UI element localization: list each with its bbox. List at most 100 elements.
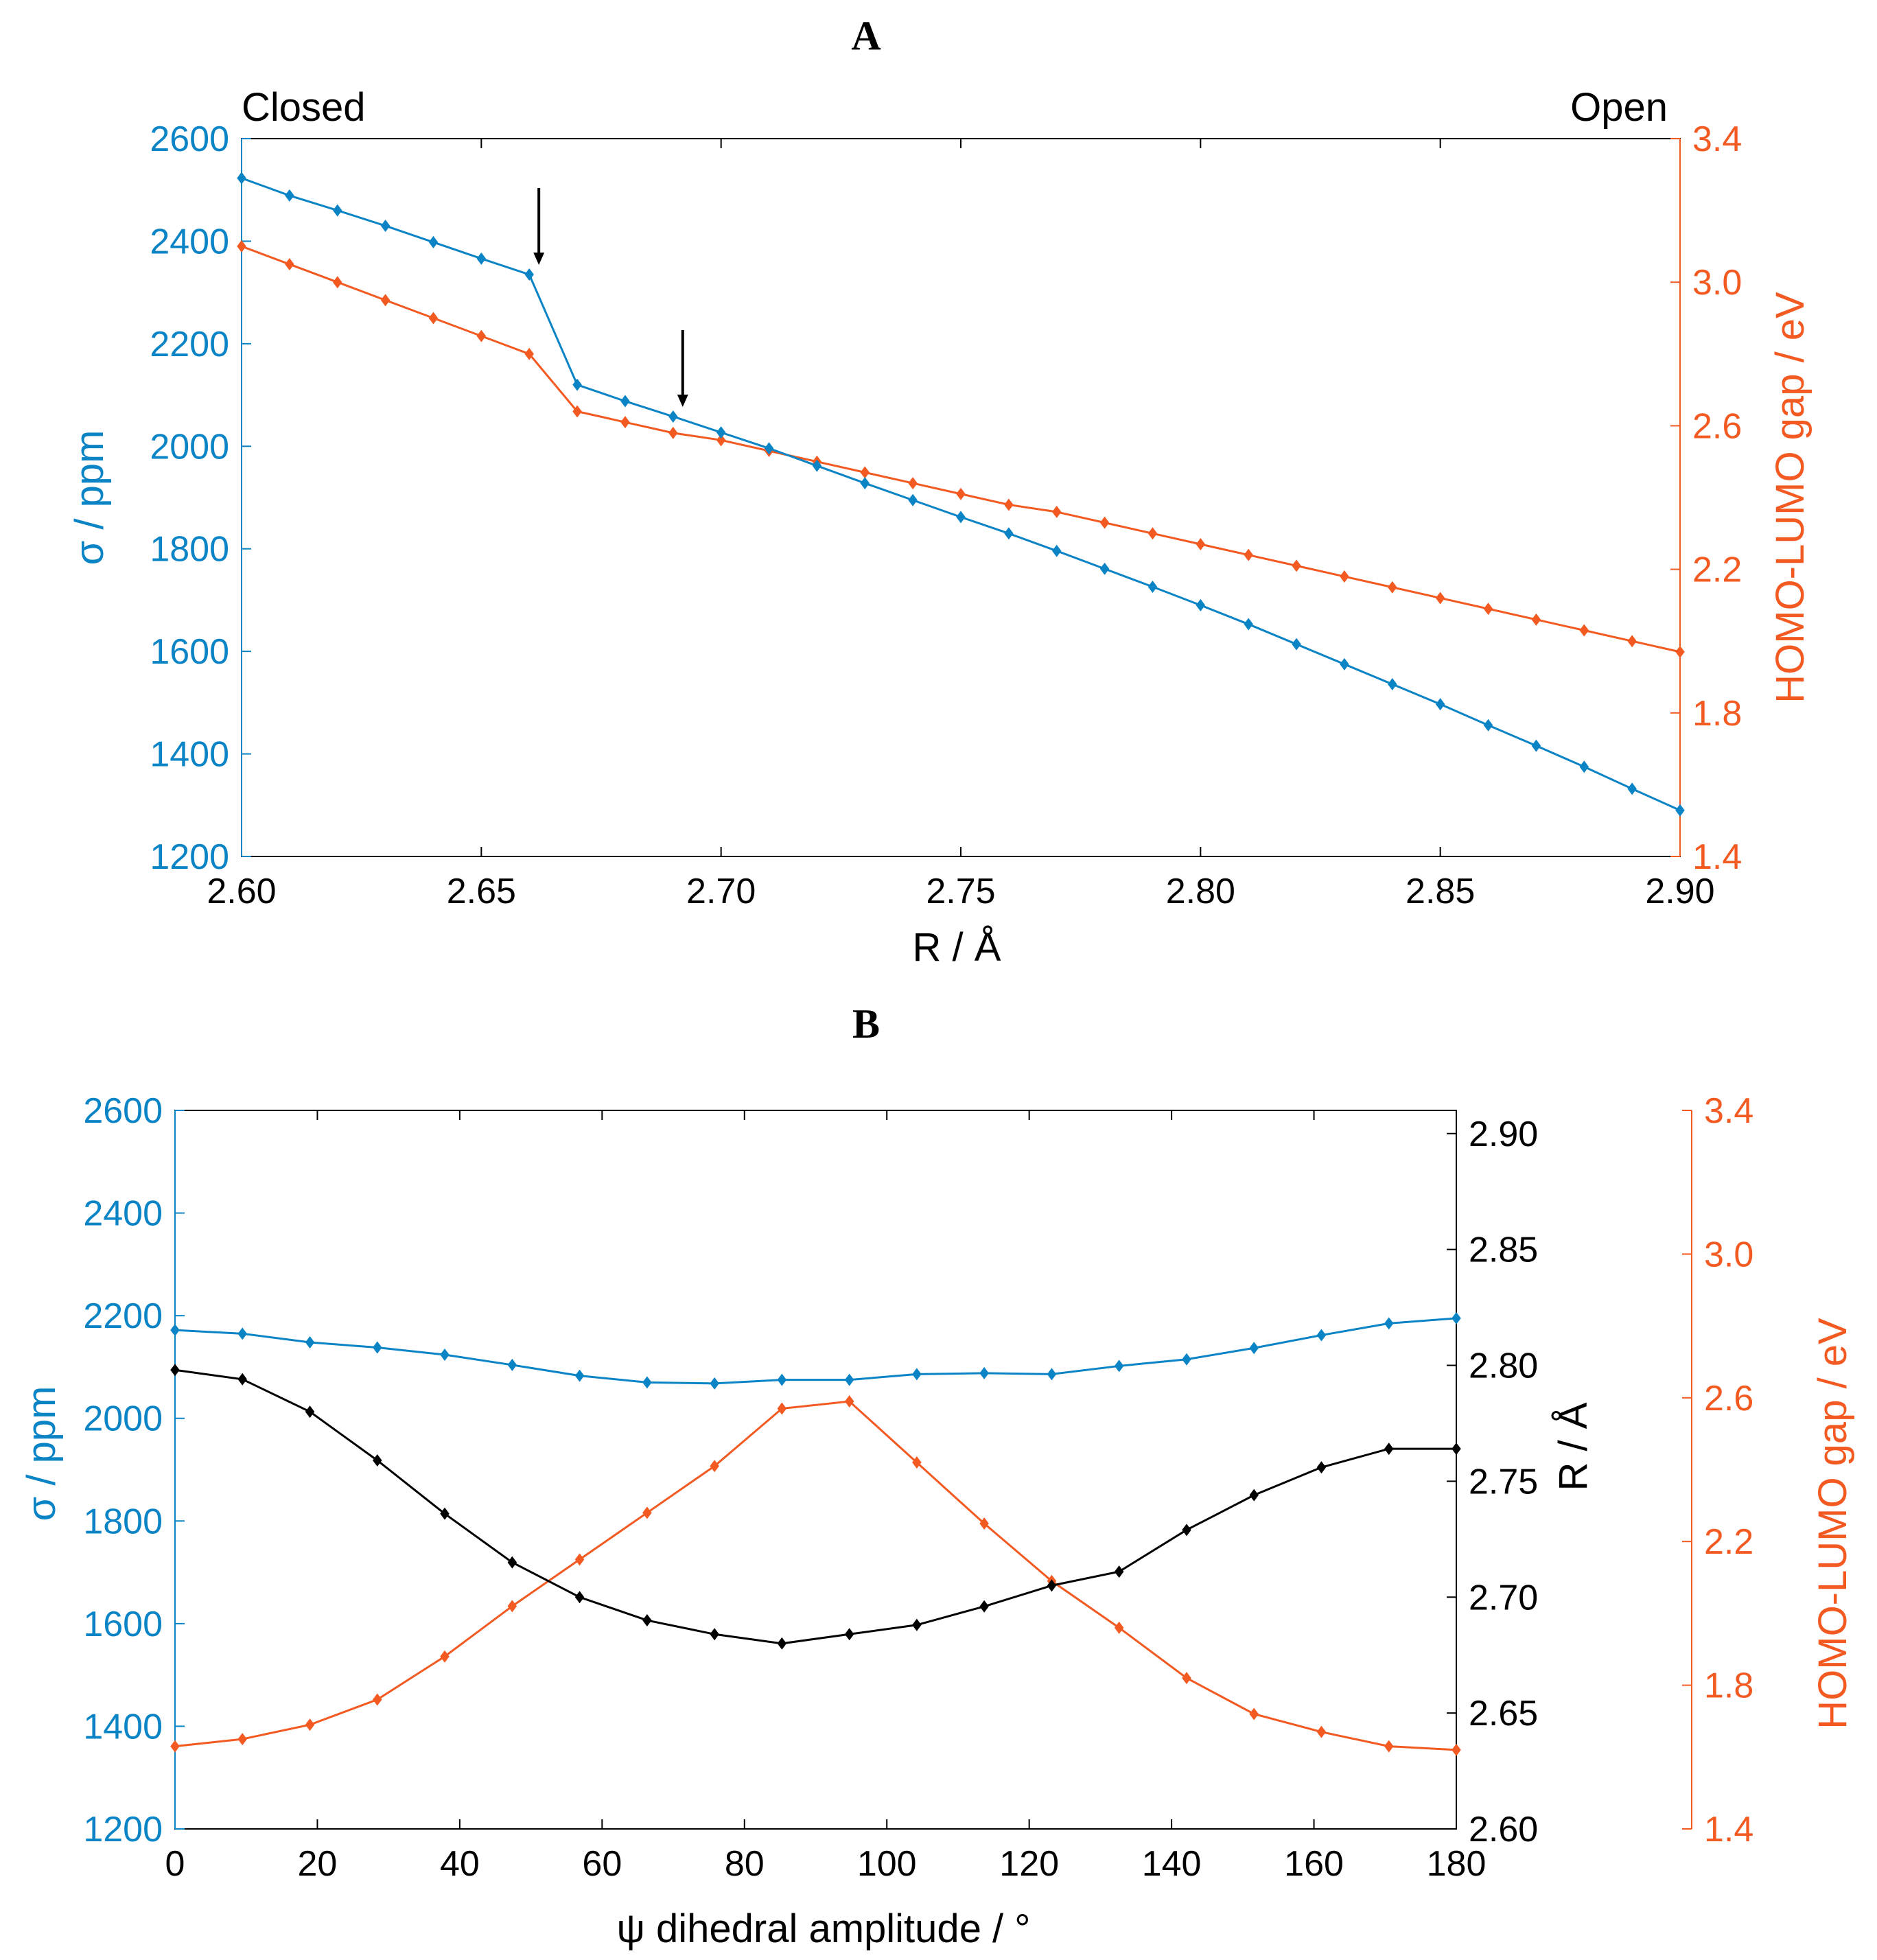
panel-b-r-series-point (237, 1373, 247, 1386)
panel-a-sigma-series-point (1579, 760, 1589, 773)
panel-a-gap-series-point (332, 276, 342, 289)
panel-a-label: A (851, 13, 881, 58)
panel-a-gap-series-point (860, 466, 870, 479)
panel-b-sigma-series-point (979, 1366, 989, 1379)
panel-b-sigma-series-point (1047, 1368, 1057, 1381)
panel-b-frame (174, 1110, 1457, 1830)
panel-a-sigma-series-point (1051, 544, 1062, 557)
panel-b-x-tick-label: 60 (582, 1844, 622, 1884)
panel-b-sigma-series-point (1114, 1360, 1124, 1373)
panel-a-x-tick-label: 2.60 (207, 872, 276, 911)
panel-a-gap-series-point (1483, 603, 1493, 616)
panel-a-xlabel: R / Å (913, 925, 1001, 970)
panel-b-y-right-1-tick-label: 2.80 (1469, 1346, 1538, 1386)
panel-b-gap-series-line (174, 1400, 1457, 1751)
panel-a-sigma-series-point (764, 442, 774, 455)
panel-b-sigma-series-point (710, 1377, 719, 1390)
plot-layer: 2.60 2.65 2.70 2.75 2.80 2.85 2.90120014001600… (83, 119, 1753, 1884)
panel-a-y-right-tick-label: 1.8 (1692, 694, 1742, 734)
panel-b-gap-series-point (507, 1600, 517, 1613)
panel-b-y-left-tick-label: 2200 (83, 1296, 163, 1336)
panel-b-y-right-2-tick-label: 3.4 (1704, 1091, 1753, 1131)
panel-b-y-right-1-tick-label: 2.60 (1469, 1810, 1538, 1850)
panel-b-y-right-1-tick-label: 2.85 (1469, 1230, 1538, 1270)
panel-b-y-left-tick-label: 1400 (83, 1707, 163, 1747)
panel-b-r-series-point (1114, 1565, 1124, 1578)
panel-a-gap-series-point (956, 487, 966, 500)
panel-b-y-right-2-tick-label: 1.8 (1704, 1666, 1753, 1706)
panel-b-y-left-tick-label: 1800 (83, 1502, 163, 1541)
panel-a-sigma-series-point (1099, 562, 1110, 575)
panel-a-gap-series-point (1099, 516, 1110, 529)
panel-b-sigma-series-point (912, 1368, 922, 1381)
panel-b-sigma-series-point (237, 1327, 247, 1340)
panel-a-y-left-tick-label: 1200 (150, 837, 229, 877)
panel-b-sigma-series-point (1384, 1317, 1394, 1330)
panel-b-gap-series-point (979, 1517, 989, 1530)
panel-b-x-tick-label: 100 (857, 1844, 917, 1884)
panel-a-gap-series-point (1435, 592, 1445, 605)
panel-a-y-left-tick-label: 2000 (150, 427, 229, 467)
panel-a-gap-series-point (908, 477, 918, 490)
panel-b-r-series-point (574, 1591, 585, 1604)
panel-b-y-right-1-tick-label: 2.90 (1469, 1115, 1538, 1154)
panel-b-r-series-point (305, 1405, 315, 1419)
panel-a-gap-series-point (428, 312, 439, 325)
panel-b-gap-series-point (912, 1456, 922, 1469)
panel-a-sigma-series-point (1388, 677, 1397, 690)
panel-a-gap-series-point (716, 434, 726, 447)
panel-a-y-left-tick-label: 2400 (150, 222, 229, 261)
panel-a-ylabel-left: σ / ppm (67, 430, 112, 565)
panel-b-sigma-series-point (1452, 1311, 1461, 1325)
panel-b-y-left-tick-label: 2400 (83, 1194, 163, 1234)
panel-a-x-tick-label: 2.75 (926, 872, 995, 911)
panel-a-x-tick-label: 2.90 (1645, 872, 1714, 911)
panel-b-x-tick-label: 160 (1284, 1844, 1344, 1884)
panel-a-y-left-tick-label: 1600 (150, 632, 229, 672)
panel-a-gap-series-point (285, 258, 294, 271)
panel-a-x-tick-label: 2.65 (447, 872, 516, 911)
panel-b-r-series-line (174, 1368, 1456, 1645)
panel-b-sigma-series-point (170, 1324, 180, 1337)
panel-b-r-series-point (979, 1600, 989, 1613)
panel-a-sigma-series-point (524, 268, 534, 281)
panel-a-sigma-series-point (428, 235, 439, 248)
panel-b-gap-series-point (440, 1650, 450, 1663)
panel-a-sigma-series-point (332, 204, 342, 217)
panel-b-x-tick-label: 80 (725, 1844, 765, 1884)
panel-a-gap-series-point (1004, 498, 1014, 511)
panel-a-sigma-series-point (1147, 581, 1158, 594)
panel-b-y-right-2-tick-label: 2.6 (1704, 1379, 1753, 1419)
panel-b-r-series-point (507, 1556, 517, 1569)
panel-a-x-tick-label: 2.85 (1406, 872, 1475, 911)
panel-b-y-right-2-tick-label: 1.4 (1704, 1810, 1753, 1850)
panel-a-gap-series-point (1579, 624, 1589, 637)
panel-b-x-tick-label: 0 (165, 1844, 185, 1884)
panel-a-gap-series-point (1388, 581, 1397, 594)
panel-a-sigma-series-point (1531, 739, 1541, 752)
panel-b-gap-series-point (710, 1460, 719, 1473)
panel-b-r-series-point (777, 1637, 787, 1650)
panel-b-r-series-point (710, 1628, 719, 1641)
panel-b-gap-series-point (777, 1402, 787, 1415)
panel-a-x-tick-label: 2.80 (1166, 872, 1235, 911)
panel-a-gap-series-point (668, 426, 678, 439)
panel-a-gap-series-point (380, 294, 390, 307)
panel-b-gap-series-point (574, 1553, 585, 1566)
panel-a-sigma-series-point (1483, 719, 1493, 732)
panel-b-y-right-1-tick-label: 2.65 (1469, 1694, 1538, 1734)
panel-b-gap-series-point (844, 1395, 854, 1408)
panel-a-gap-series-point (1292, 559, 1301, 572)
panel-b-ylabel-right-2: HOMO-LUMO gap / eV (1810, 1318, 1855, 1729)
panel-b-y-right-1-tick-label: 2.75 (1469, 1462, 1538, 1502)
panel-a-ylabel-right: HOMO-LUMO gap / eV (1768, 292, 1812, 703)
annotation-arrow-head (677, 394, 688, 407)
panel-b-y-left-tick-label: 1600 (83, 1605, 163, 1644)
panel-b-sigma-series-point (642, 1376, 652, 1389)
panel-b-r-series-point (1047, 1579, 1057, 1592)
panel-b-gap-series-point (1182, 1672, 1191, 1685)
panel-a-sigma-series-point (380, 220, 390, 233)
panel-b-xlabel: ψ dihedral amplitude / ° (617, 1906, 1031, 1951)
panel-a-gap-series-point (524, 347, 534, 360)
